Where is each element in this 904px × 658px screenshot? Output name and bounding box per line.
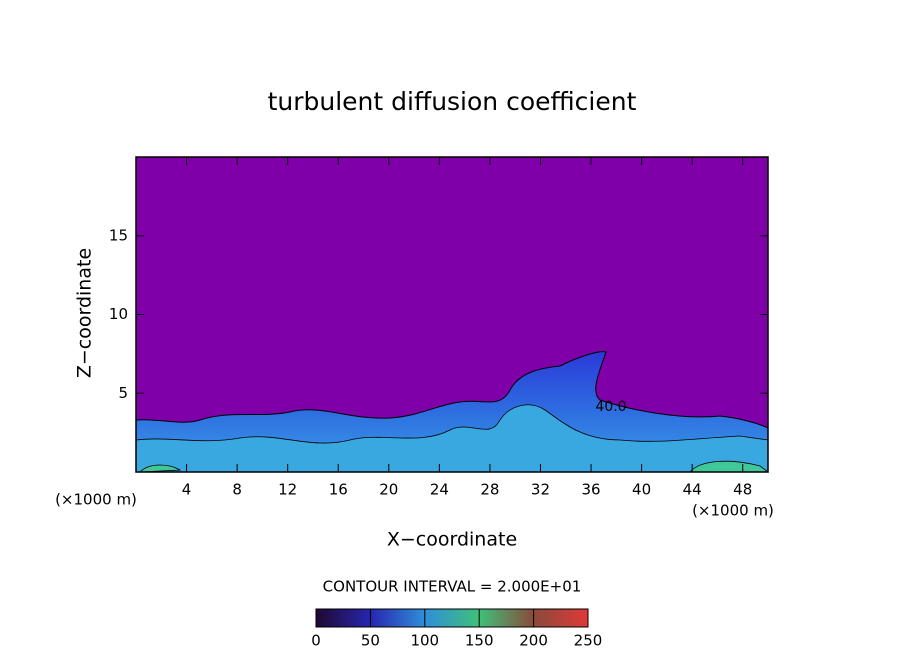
x-tick-label: 12 xyxy=(278,481,297,499)
x-tick-label: 44 xyxy=(683,481,702,499)
y-tick-label: 10 xyxy=(109,305,128,323)
x-unit-label: (×1000 m) xyxy=(692,502,774,520)
field xyxy=(135,351,770,473)
x-tick-label: 16 xyxy=(329,481,348,499)
x-unit-label: (×1000 m) xyxy=(55,491,137,509)
y-tick-label: 5 xyxy=(118,384,128,402)
colorbar-tick-label: 250 xyxy=(574,632,603,650)
x-tick-label: 4 xyxy=(182,481,192,499)
colorbar-tick-label: 150 xyxy=(465,632,494,650)
x-tick-label: 36 xyxy=(581,481,600,499)
x-tick-label: 32 xyxy=(531,481,550,499)
x-tick-label: 40 xyxy=(632,481,651,499)
x-axis-label: X−coordinate xyxy=(387,529,517,551)
y-tick-label: 15 xyxy=(109,226,128,244)
chart-title: turbulent diffusion coefficient xyxy=(268,87,637,116)
x-tick-label: 8 xyxy=(232,481,242,499)
colorbar-tick-label: 100 xyxy=(410,632,439,650)
contour-label: 40.0 xyxy=(595,399,626,415)
colorbar xyxy=(315,608,589,628)
x-tick-label: 48 xyxy=(733,481,752,499)
y-axis-label: Z−coordinate xyxy=(74,248,96,378)
x-tick-label: 20 xyxy=(379,481,398,499)
colorbar-tick-label: 200 xyxy=(519,632,548,650)
x-tick-label: 24 xyxy=(430,481,449,499)
colorbar-tick-label: 0 xyxy=(311,632,321,650)
contour-interval: CONTOUR INTERVAL = 2.000E+01 xyxy=(323,578,582,596)
x-tick-label: 28 xyxy=(480,481,499,499)
colorbar-tick-label: 50 xyxy=(361,632,380,650)
